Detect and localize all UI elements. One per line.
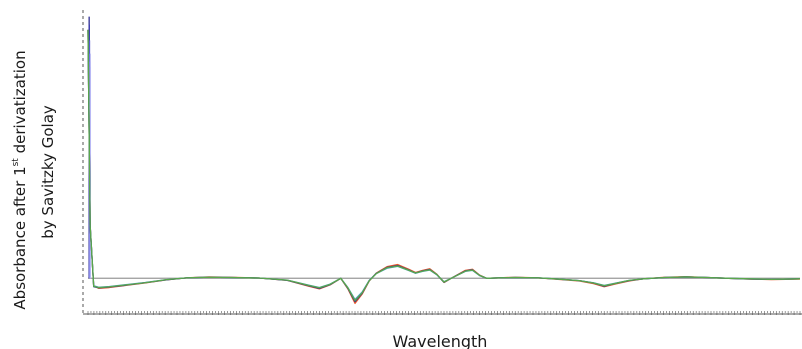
series-line-3 [87, 29, 801, 303]
y-axis-label: Absorbance after 1st derivatization [11, 50, 29, 309]
series-group [87, 29, 801, 305]
x-axis-label: Wavelength [393, 332, 488, 349]
series-line-1 [87, 29, 801, 305]
x-tick-marks [87, 311, 801, 315]
y-axis-label-line2: by Savitzky Golay [39, 105, 57, 239]
y-axis-label-superscript: st [11, 158, 21, 167]
series-line-4 [87, 29, 801, 302]
axes [82, 10, 802, 315]
series-line-2 [87, 29, 801, 301]
y-axis-label-main: Absorbance after 1 [11, 166, 29, 309]
y-axis-label-rest: derivatization [11, 50, 29, 158]
